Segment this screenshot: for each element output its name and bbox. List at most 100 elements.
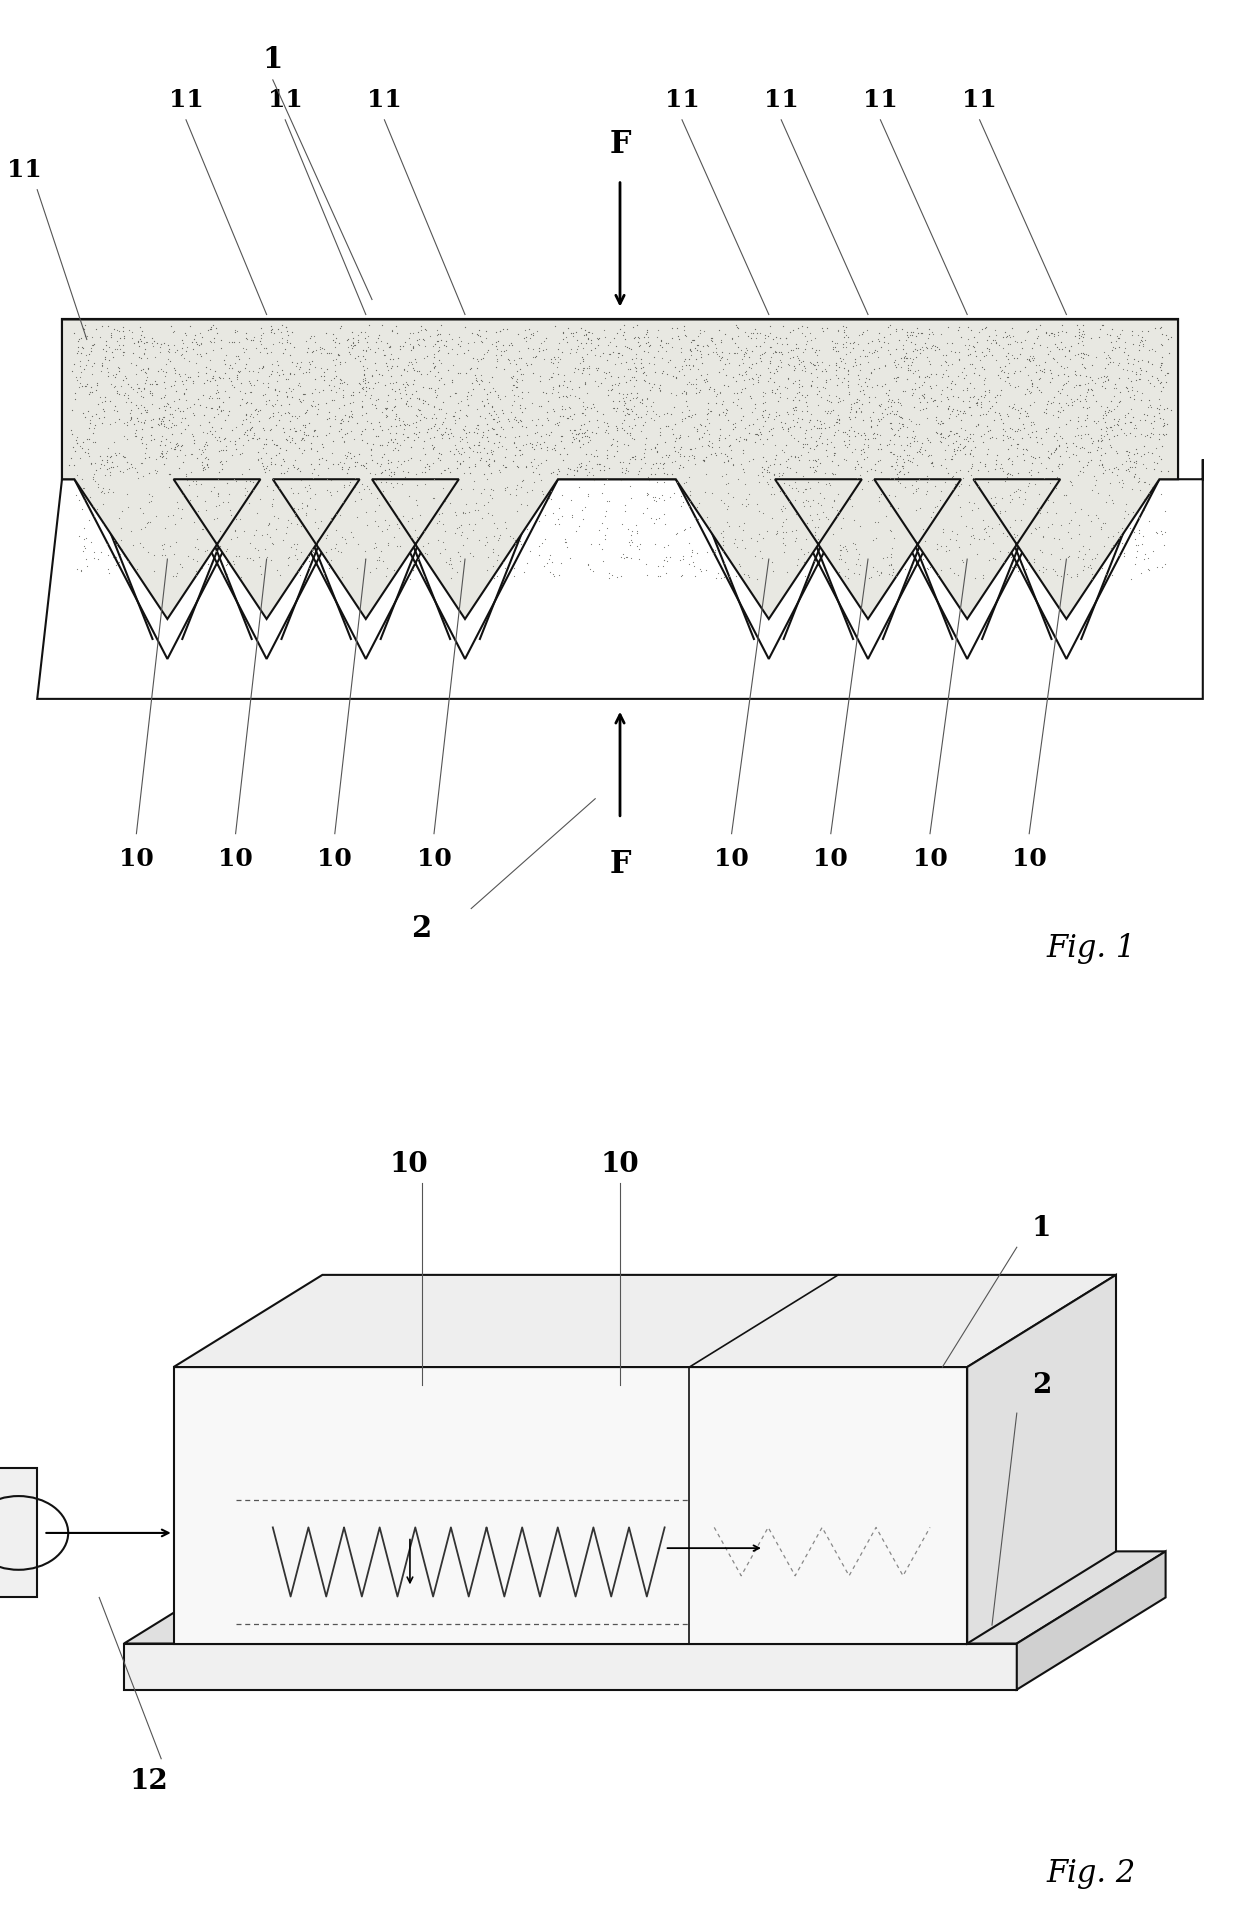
Point bbox=[758, 367, 777, 397]
Point bbox=[750, 342, 770, 372]
Point bbox=[236, 349, 255, 380]
Point bbox=[267, 384, 286, 415]
Point bbox=[419, 451, 439, 482]
Point bbox=[348, 326, 368, 357]
Point bbox=[389, 403, 409, 434]
Point bbox=[305, 493, 325, 524]
Point bbox=[837, 419, 857, 449]
Point bbox=[258, 369, 278, 399]
Point bbox=[425, 374, 445, 405]
Point bbox=[252, 447, 272, 478]
Point bbox=[625, 444, 645, 474]
Point bbox=[665, 436, 684, 467]
Point bbox=[573, 346, 593, 376]
Point bbox=[337, 440, 357, 470]
Point bbox=[382, 317, 402, 348]
Point bbox=[572, 451, 591, 482]
Point bbox=[402, 349, 422, 380]
Point bbox=[155, 367, 175, 397]
Point bbox=[1123, 380, 1143, 411]
Point bbox=[1157, 357, 1177, 388]
Point bbox=[134, 407, 154, 438]
Point bbox=[443, 553, 463, 584]
Point bbox=[608, 413, 627, 444]
Point bbox=[653, 447, 673, 478]
Point bbox=[614, 396, 634, 426]
Point bbox=[1092, 424, 1112, 455]
Point bbox=[703, 538, 723, 568]
Point bbox=[559, 392, 579, 422]
Point bbox=[218, 382, 238, 413]
Point bbox=[125, 420, 145, 451]
Point bbox=[863, 524, 883, 555]
Point bbox=[301, 449, 321, 480]
Point bbox=[355, 344, 374, 374]
Point bbox=[289, 432, 309, 463]
Point bbox=[998, 434, 1018, 465]
Point bbox=[329, 340, 348, 371]
Point bbox=[464, 344, 484, 374]
Point bbox=[368, 407, 388, 438]
Point bbox=[522, 474, 542, 505]
Point bbox=[76, 371, 95, 401]
Point bbox=[153, 355, 172, 386]
Point bbox=[529, 332, 549, 363]
Point bbox=[727, 424, 746, 455]
Point bbox=[196, 442, 216, 472]
Point bbox=[720, 444, 740, 474]
Point bbox=[280, 340, 300, 371]
Point bbox=[719, 511, 739, 541]
Point bbox=[847, 388, 867, 419]
Point bbox=[1123, 328, 1143, 359]
Point bbox=[852, 419, 872, 449]
Point bbox=[1007, 342, 1027, 372]
Point bbox=[578, 340, 598, 371]
Point bbox=[1033, 355, 1053, 386]
Point bbox=[759, 457, 779, 488]
Point bbox=[319, 403, 339, 434]
Point bbox=[921, 359, 941, 390]
Point bbox=[236, 388, 255, 419]
Point bbox=[709, 342, 729, 372]
Point bbox=[440, 413, 460, 444]
Point bbox=[1079, 534, 1099, 564]
Point bbox=[678, 444, 698, 474]
Point bbox=[563, 422, 583, 453]
Point bbox=[707, 440, 727, 470]
Point bbox=[929, 334, 949, 365]
Point bbox=[854, 428, 874, 459]
Point bbox=[883, 451, 903, 482]
Point bbox=[260, 415, 280, 445]
Point bbox=[634, 365, 653, 396]
Point bbox=[869, 407, 889, 438]
Point bbox=[986, 482, 1006, 513]
Point bbox=[796, 415, 816, 445]
Point bbox=[1154, 394, 1174, 424]
Point bbox=[957, 324, 977, 355]
Point bbox=[1095, 438, 1115, 468]
Point bbox=[923, 386, 942, 417]
Point bbox=[1100, 319, 1120, 349]
Point bbox=[1030, 422, 1050, 453]
Point bbox=[294, 378, 314, 409]
Point bbox=[748, 367, 768, 397]
Point bbox=[967, 386, 987, 417]
Point bbox=[533, 344, 553, 374]
Point bbox=[536, 444, 556, 474]
Point bbox=[742, 336, 761, 367]
Point bbox=[650, 371, 670, 401]
Point bbox=[304, 336, 324, 367]
Point bbox=[351, 317, 371, 348]
Point bbox=[432, 324, 451, 355]
Point bbox=[577, 319, 596, 349]
Point bbox=[151, 382, 171, 413]
Point bbox=[926, 417, 946, 447]
Point bbox=[479, 541, 498, 572]
Point bbox=[373, 334, 393, 365]
Point bbox=[826, 355, 846, 386]
Point bbox=[1068, 420, 1087, 451]
Point bbox=[1120, 445, 1140, 476]
Point bbox=[889, 401, 909, 432]
Point bbox=[898, 457, 918, 488]
Point bbox=[320, 397, 340, 428]
